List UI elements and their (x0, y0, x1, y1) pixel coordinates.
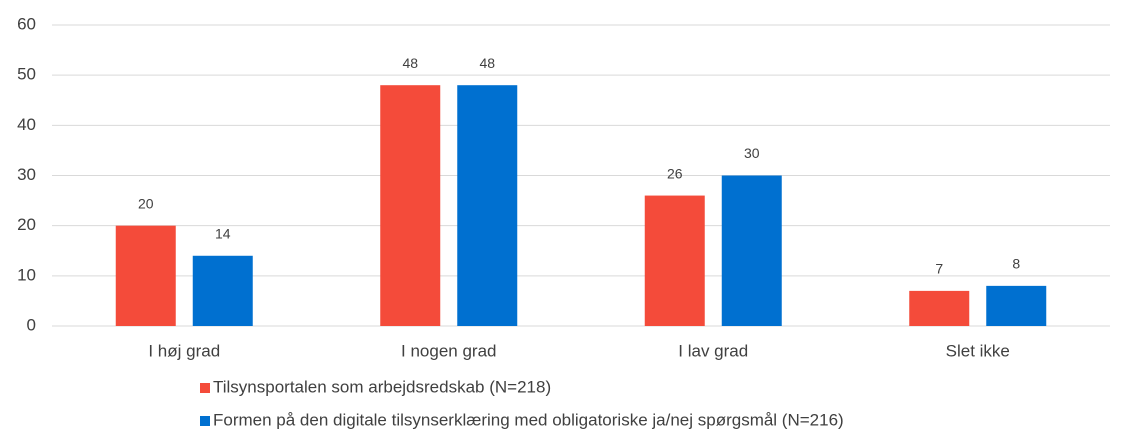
bar (644, 195, 705, 326)
y-tick-label: 50 (17, 65, 36, 84)
value-label: 48 (479, 55, 495, 71)
y-tick-label: 30 (17, 165, 36, 184)
value-label: 7 (935, 261, 943, 277)
legend-label: Formen på den digitale tilsynserklæring … (213, 410, 844, 429)
y-tick-label: 0 (27, 315, 36, 334)
legend-swatch (200, 383, 210, 393)
x-tick-label: I høj grad (148, 341, 220, 360)
bar (909, 290, 970, 326)
bar (457, 85, 518, 326)
legend-swatch (200, 416, 210, 426)
y-tick-label: 10 (17, 265, 36, 284)
y-tick-label: 20 (17, 215, 36, 234)
value-label: 26 (667, 165, 683, 181)
bar (192, 255, 253, 326)
value-label: 14 (215, 225, 231, 241)
value-label: 8 (1012, 256, 1020, 272)
bar (986, 285, 1047, 326)
bar (380, 85, 441, 326)
x-tick-label: I nogen grad (401, 341, 496, 360)
x-tick-label: I lav grad (678, 341, 748, 360)
y-tick-label: 60 (17, 14, 36, 33)
bar (115, 225, 176, 326)
value-label: 20 (138, 195, 154, 211)
value-label: 48 (402, 55, 418, 71)
legend-label: Tilsynsportalen som arbejdsredskab (N=21… (213, 377, 551, 396)
x-tick-label: Slet ikke (946, 341, 1010, 360)
value-label: 30 (744, 145, 760, 161)
y-tick-label: 40 (17, 115, 36, 134)
bar (721, 175, 782, 326)
